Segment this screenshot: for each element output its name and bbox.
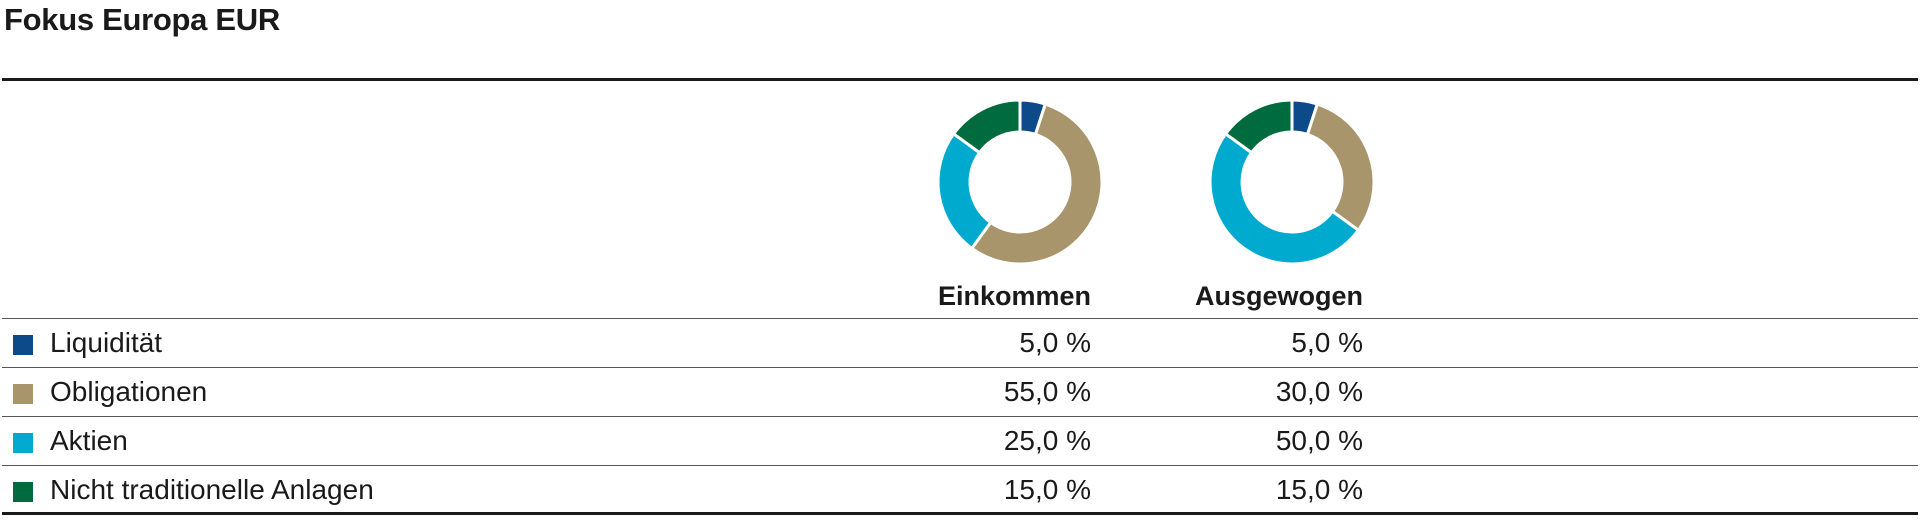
bottom-rule bbox=[2, 512, 1918, 515]
page-title: Fokus Europa EUR bbox=[4, 2, 280, 37]
value-einkommen: 25,0 % bbox=[1003, 425, 1091, 456]
table-row-nicht-traditionelle-anlagen: Nicht traditionelle Anlagen 15,0 % 15,0 … bbox=[0, 466, 1920, 514]
donut-slice-einkommen-3 bbox=[951, 98, 1022, 155]
column-header-einkommen: Einkommen bbox=[937, 281, 1091, 311]
donut-slice-einkommen-2 bbox=[936, 131, 993, 251]
row-label: Aktien bbox=[50, 425, 128, 456]
row-divider bbox=[2, 367, 1918, 368]
table-row-aktien: Aktien 25,0 % 50,0 % bbox=[0, 417, 1920, 465]
top-rule bbox=[2, 78, 1918, 81]
donut-slice-ausgewogen-3 bbox=[1223, 98, 1294, 155]
donut-slice-ausgewogen-2 bbox=[1208, 131, 1361, 266]
donut-chart-einkommen bbox=[936, 98, 1104, 266]
column-header-ausgewogen: Ausgewogen bbox=[1194, 281, 1363, 311]
legend-swatch-obligationen bbox=[13, 384, 33, 404]
legend-swatch-liquiditaet bbox=[13, 335, 33, 355]
value-ausgewogen: 5,0 % bbox=[1291, 327, 1363, 358]
value-ausgewogen: 30,0 % bbox=[1275, 376, 1363, 407]
row-divider bbox=[2, 318, 1918, 319]
value-einkommen: 55,0 % bbox=[1003, 376, 1091, 407]
table-row-liquiditaet: Liquidität 5,0 % 5,0 % bbox=[0, 319, 1920, 367]
donut-chart-ausgewogen bbox=[1208, 98, 1376, 266]
value-ausgewogen: 15,0 % bbox=[1275, 474, 1363, 505]
row-label: Obligationen bbox=[50, 376, 208, 407]
row-divider bbox=[2, 416, 1918, 417]
row-divider bbox=[2, 465, 1918, 466]
table-row-obligationen: Obligationen 55,0 % 30,0 % bbox=[0, 368, 1920, 416]
legend-swatch-nicht-traditionelle-anlagen bbox=[13, 482, 33, 502]
row-label: Nicht traditionelle Anlagen bbox=[50, 474, 374, 505]
value-einkommen: 15,0 % bbox=[1003, 474, 1091, 505]
legend-swatch-aktien bbox=[13, 433, 33, 453]
value-ausgewogen: 50,0 % bbox=[1275, 425, 1363, 456]
donut-slice-ausgewogen-1 bbox=[1305, 102, 1376, 233]
row-label: Liquidität bbox=[50, 327, 163, 358]
donut-slice-einkommen-1 bbox=[969, 102, 1104, 266]
donut-charts bbox=[936, 98, 1376, 266]
value-einkommen: 5,0 % bbox=[1019, 327, 1091, 358]
